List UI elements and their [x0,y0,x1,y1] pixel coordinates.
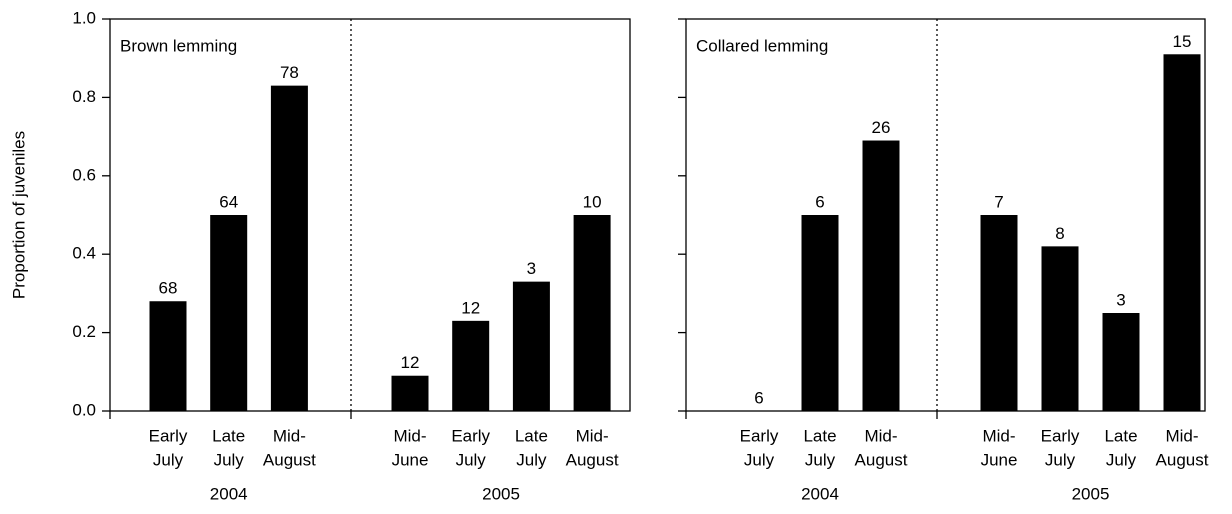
y-tick-label: 0.6 [72,165,96,184]
y-axis-label: Proportion of juveniles [9,131,28,299]
x-tick-label: Mid- [393,426,426,445]
bar [1041,246,1079,411]
sample-size-label: 7 [994,192,1003,211]
bar [391,375,429,411]
y-tick-label: 0.0 [72,400,96,419]
x-tick-label: July [1045,450,1076,469]
bar [801,215,839,411]
plot-frame [109,18,631,412]
sample-size-label: 8 [1055,224,1064,243]
panel-title: Collared lemming [696,36,828,55]
x-tick-label: Late [212,426,245,445]
bar [1102,313,1140,411]
sample-size-label: 10 [583,192,602,211]
bar [270,85,308,411]
bar [1163,54,1201,411]
bar [149,301,187,411]
sample-size-label: 68 [159,279,178,298]
panel-title: Brown lemming [120,36,237,55]
x-tick-label: July [516,450,547,469]
x-tick-label: July [214,450,245,469]
x-tick-label: August [1156,450,1209,469]
x-tick-label: Mid- [273,426,306,445]
x-tick-label: Mid- [576,426,609,445]
bar [512,281,550,411]
x-tick-label: July [1106,450,1137,469]
bar [573,215,611,411]
sample-size-label: 3 [527,259,536,278]
bar [980,215,1018,411]
x-tick-label: August [566,450,619,469]
bar [210,215,248,411]
sample-size-label: 6 [815,192,824,211]
group-label: 2004 [210,484,248,503]
x-tick-label: Mid- [1165,426,1198,445]
plot-frame [685,18,1206,412]
group-label: 2005 [482,484,520,503]
sample-size-label: 12 [401,353,420,372]
x-tick-label: Early [451,426,490,445]
x-tick-label: July [456,450,487,469]
x-tick-label: August [263,450,316,469]
bar [862,140,900,411]
x-tick-label: June [981,450,1018,469]
x-tick-label: Late [515,426,548,445]
x-tick-label: Early [149,426,188,445]
x-tick-label: Early [740,426,779,445]
sample-size-label: 26 [872,118,891,137]
y-tick-label: 0.2 [72,322,96,341]
x-tick-label: Mid- [864,426,897,445]
x-tick-label: June [392,450,429,469]
group-label: 2004 [801,484,839,503]
x-tick-label: July [153,450,184,469]
x-tick-label: Late [803,426,836,445]
group-label: 2005 [1072,484,1110,503]
bar [452,320,490,411]
x-tick-label: Early [1041,426,1080,445]
sample-size-label: 12 [461,298,480,317]
x-tick-label: July [805,450,836,469]
x-tick-label: Mid- [982,426,1015,445]
y-tick-label: 1.0 [72,8,96,27]
x-tick-label: Late [1104,426,1137,445]
sample-size-label: 78 [280,63,299,82]
sample-size-label: 64 [219,192,238,211]
y-tick-label: 0.4 [72,244,96,263]
x-tick-label: July [744,450,775,469]
x-tick-label: August [855,450,908,469]
sample-size-label: 15 [1173,32,1192,51]
y-tick-label: 0.8 [72,87,96,106]
sample-size-label: 3 [1116,290,1125,309]
sample-size-label: 6 [754,388,763,407]
